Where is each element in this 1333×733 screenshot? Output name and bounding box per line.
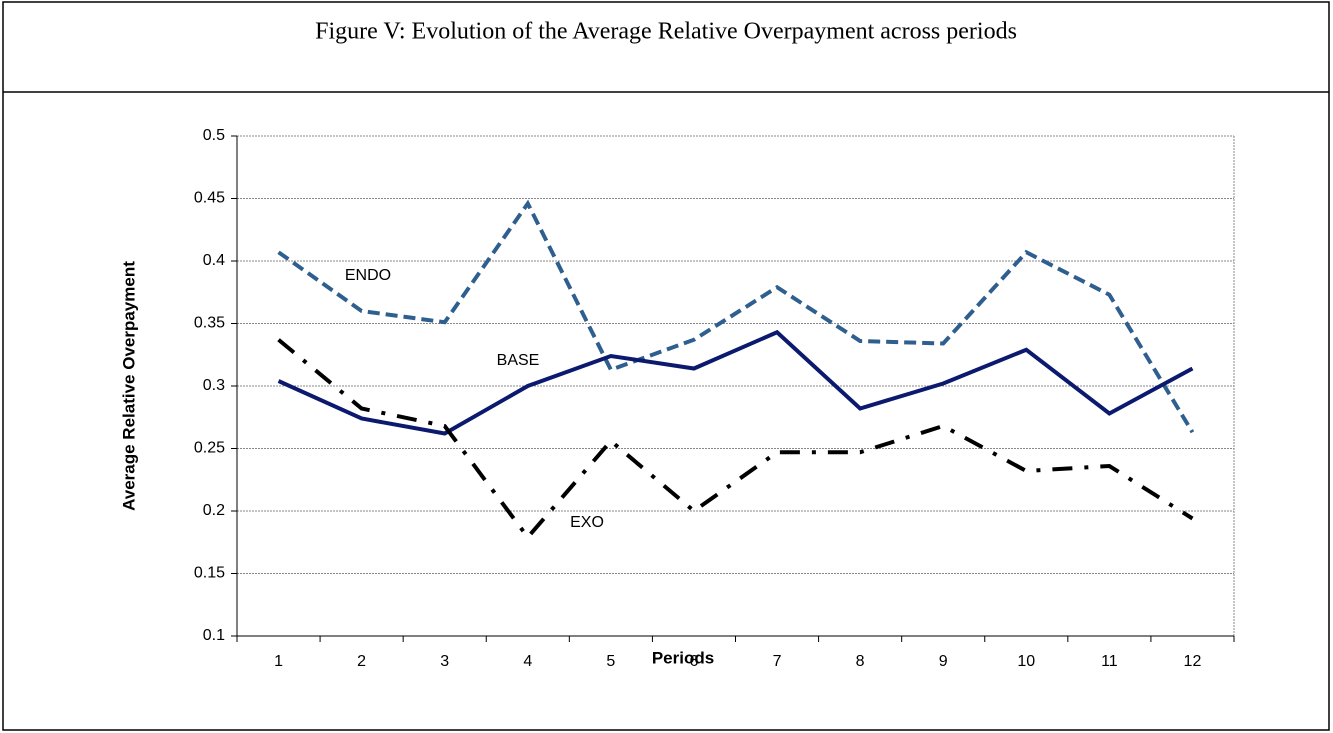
x-tick-label: 3 [440, 653, 449, 670]
y-axis-title: Average Relative Overpayment [119, 261, 138, 511]
series-label: ENDO [345, 267, 391, 284]
x-tick-label: 7 [773, 653, 782, 670]
y-tick-label: 0.2 [203, 502, 225, 519]
y-tick-label: 0.3 [203, 377, 225, 394]
x-tick-label: 9 [939, 653, 948, 670]
y-tick-label: 0.35 [194, 315, 225, 332]
x-tick-label: 2 [357, 653, 366, 670]
series-line [277, 338, 1194, 541]
x-tick-label: 10 [1017, 653, 1035, 670]
series-line [277, 329, 1194, 436]
x-tick-label: 6 [690, 653, 699, 670]
series-label: EXO [570, 514, 604, 531]
y-tick-label: 0.1 [203, 627, 225, 644]
x-tick-label: 8 [856, 653, 865, 670]
x-tick-label: 1 [274, 653, 283, 670]
y-tick-label: 0.4 [203, 252, 225, 269]
chart-title: Figure V: Evolution of the Average Relat… [315, 19, 1017, 45]
x-tick-label: 4 [523, 653, 532, 670]
x-tick-label: 5 [606, 653, 615, 670]
series-label: BASE [497, 352, 540, 369]
y-tick-label: 0.15 [194, 565, 225, 582]
x-tick-label: 12 [1184, 653, 1202, 670]
x-axis-title: Periods [652, 648, 714, 667]
y-tick-label: 0.5 [203, 127, 225, 144]
y-tick-label: 0.25 [194, 440, 225, 457]
y-tick-label: 0.45 [194, 190, 225, 207]
series-line [277, 199, 1195, 434]
x-tick-label: 11 [1101, 653, 1118, 670]
